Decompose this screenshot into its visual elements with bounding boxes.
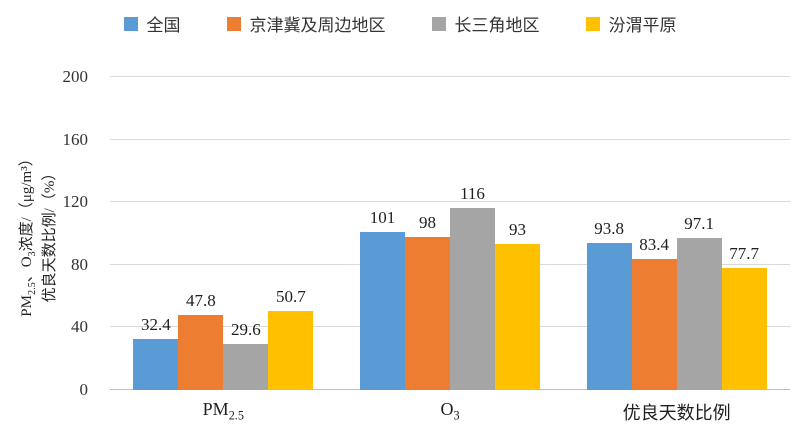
y-tick-40: 40 xyxy=(71,317,88,337)
bar-2-series-3 xyxy=(721,268,767,390)
bar-value-label: 93.8 xyxy=(594,219,625,239)
legend-swatch-icon xyxy=(431,16,446,31)
bar-1-series-2 xyxy=(450,208,495,390)
bar-0-series-2 xyxy=(223,343,269,390)
y-tick-0: 0 xyxy=(79,380,89,399)
gridline-120 xyxy=(110,201,790,203)
legend-swatch-icon xyxy=(585,16,600,31)
bar-group-1: 101 98 116 93 xyxy=(337,77,564,390)
barwrap-1-1: 98 xyxy=(405,77,450,390)
bar-value-label: 116 xyxy=(460,184,485,204)
barwrap-0-0: 32.4 xyxy=(133,77,179,390)
legend-label: 汾渭平原 xyxy=(608,16,677,35)
legend-label: 京津冀及周边地区 xyxy=(249,16,386,35)
barwrap-2-2: 97.1 xyxy=(676,77,722,390)
bar-1-series-1 xyxy=(405,236,450,390)
bar-groups: 32.4 47.8 29.6 50.7 101 98 116 93 93.8 83.4 97.1 77… xyxy=(110,77,790,390)
bar-group-0: 32.4 47.8 29.6 50.7 xyxy=(110,77,337,390)
x-axis-labels: PM2.5 O3 优良天数比例 xyxy=(110,399,790,425)
bar-group-2: 93.8 83.4 97.1 77.7 xyxy=(563,77,790,390)
y-tick-120: 120 xyxy=(62,192,89,212)
bar-value-label: 97.1 xyxy=(684,214,715,234)
plot-area: 32.4 47.8 29.6 50.7 101 98 116 93 93.8 83.4 97.1 77… xyxy=(110,76,790,390)
legend-swatch-icon xyxy=(226,16,241,31)
bar-2-series-2 xyxy=(676,238,722,390)
y-tick-160: 160 xyxy=(62,129,89,149)
barwrap-1-0: 101 xyxy=(360,77,405,390)
bar-value-label: 77.7 xyxy=(729,244,760,264)
y-tick-200: 200 xyxy=(62,67,89,86)
bar-2-series-0 xyxy=(586,243,632,390)
bar-2-series-1 xyxy=(631,259,677,390)
gridline-160 xyxy=(110,138,790,140)
bar-0-series-3 xyxy=(268,310,314,390)
legend-swatch-icon xyxy=(123,16,138,31)
legend-item-2: 长三角地区 xyxy=(431,11,540,36)
legend: 全国 京津冀及周边地区 长三角地区 汾渭平原 xyxy=(0,11,800,36)
barwrap-1-3: 93 xyxy=(495,77,540,390)
barwrap-2-1: 83.4 xyxy=(631,77,677,390)
y-axis-ticks: 0 40 80 120 160 200 xyxy=(0,67,100,399)
barwrap-2-3: 77.7 xyxy=(721,77,767,390)
bar-value-label: 32.4 xyxy=(140,315,171,335)
x-category-label-0: PM2.5 xyxy=(202,399,244,423)
legend-item-0: 全国 xyxy=(123,11,181,36)
x-category-label-2: 优良天数比例 xyxy=(622,403,731,423)
barwrap-0-2: 29.6 xyxy=(223,77,269,390)
bar-0-series-0 xyxy=(133,339,179,390)
bar-value-label: 50.7 xyxy=(275,286,306,306)
barwrap-1-2: 116 xyxy=(450,77,495,390)
barwrap-0-3: 50.7 xyxy=(268,77,314,390)
legend-item-3: 汾渭平原 xyxy=(585,11,677,36)
bar-value-label: 29.6 xyxy=(230,319,261,339)
bar-1-series-0 xyxy=(360,231,405,390)
bar-value-label: 47.8 xyxy=(185,291,216,311)
legend-label: 全国 xyxy=(146,16,181,35)
bar-value-label: 101 xyxy=(369,207,396,227)
bar-value-label: 98 xyxy=(419,212,436,232)
legend-item-1: 京津冀及周边地区 xyxy=(226,11,386,36)
barwrap-0-1: 47.8 xyxy=(178,77,224,390)
legend-label: 长三角地区 xyxy=(454,16,540,35)
bar-value-label: 83.4 xyxy=(639,235,670,255)
y-tick-80: 80 xyxy=(71,254,88,274)
bar-1-series-3 xyxy=(495,244,540,390)
bar-0-series-1 xyxy=(178,315,224,390)
gridline-200 xyxy=(110,76,790,77)
bar-value-label: 93 xyxy=(509,220,526,240)
barwrap-2-0: 93.8 xyxy=(586,77,632,390)
x-category-label-1: O3 xyxy=(440,399,460,423)
